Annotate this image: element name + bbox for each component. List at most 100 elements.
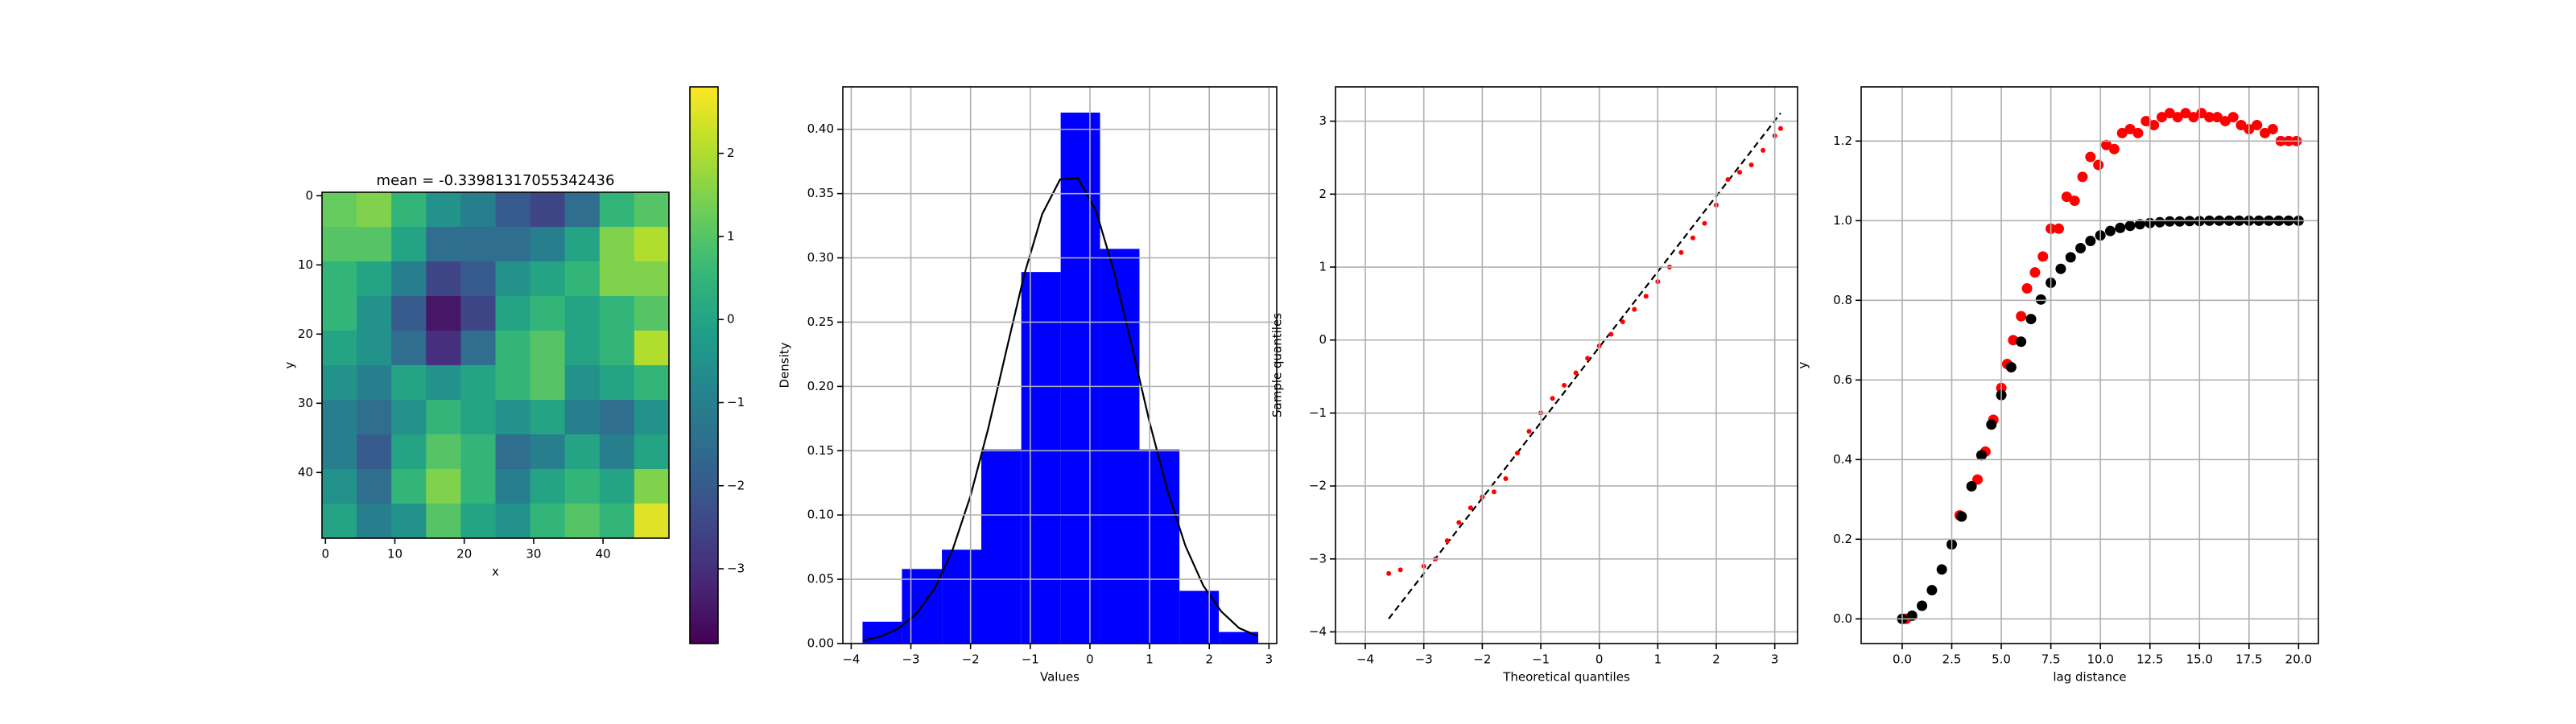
heatmap-cell (634, 504, 669, 538)
x-tick-label: −4 (1356, 652, 1374, 667)
y-tick-label: −1 (1309, 405, 1327, 420)
heatmap-cell (357, 469, 392, 504)
heatmap-cell (564, 192, 601, 228)
scatter-point (2008, 335, 2019, 346)
scatter-point (2061, 191, 2072, 203)
scatter-point (2075, 242, 2087, 253)
heatmap-cell (564, 296, 601, 331)
scatter-point (1573, 370, 1579, 376)
heatmap-cell (460, 434, 496, 470)
y-tick-label: 10 (298, 257, 313, 272)
scatter-point (2005, 361, 2017, 372)
heatmap-cell (322, 331, 357, 366)
heatmap-cell (460, 261, 496, 297)
heatmap-cell (322, 400, 357, 435)
x-tick-label: 1 (1654, 652, 1662, 667)
x-tick-label: −3 (1415, 652, 1433, 667)
y-tick-label: 0.15 (807, 443, 834, 458)
scatter-point (2016, 311, 2027, 322)
y-tick-label: −4 (1309, 624, 1327, 639)
x-tick-label: −1 (1022, 652, 1039, 667)
scatter-point (2156, 112, 2167, 123)
heatmap-cell (426, 434, 461, 470)
heatmap-cell (495, 434, 531, 470)
heatmap-cell (634, 296, 669, 331)
heatmap-cell (530, 296, 566, 331)
x-tick-label: 5.0 (1992, 652, 2011, 667)
y-tick-label: 0.05 (807, 572, 834, 586)
heatmap-cell (426, 192, 461, 228)
heatmap-cell (357, 296, 392, 331)
heatmap-cell (460, 504, 496, 538)
scatter-point (2115, 222, 2126, 233)
x-tick-label: 12.5 (2136, 652, 2163, 667)
y-tick-label: 1.0 (1833, 213, 1852, 228)
x-tick-label: 17.5 (2235, 652, 2262, 667)
heatmap-cell (564, 227, 601, 262)
scatter-point (2188, 112, 2199, 123)
x-tick-label: 0 (1086, 652, 1094, 667)
y-tick-label: −3 (1309, 551, 1327, 566)
heatmap-cell (322, 469, 357, 504)
heatmap-cell (495, 192, 531, 228)
scatter-point (1986, 419, 1997, 430)
heatmap-cell (564, 331, 601, 366)
heatmap-cell (357, 227, 392, 262)
y-tick-label: 40 (298, 465, 313, 479)
x-axis-label: Values (1040, 670, 1080, 685)
heatmap-cell (460, 227, 496, 262)
y-tick-label: 30 (298, 396, 313, 410)
scatter-point (2154, 216, 2165, 228)
heatmap-cell (391, 261, 427, 297)
scatter-point (1761, 147, 1766, 153)
scatter-point (2065, 252, 2076, 263)
heatmap-cell (460, 365, 496, 401)
heatmap-cell (357, 192, 392, 228)
scatter-point (1397, 567, 1403, 573)
scatter-point (2219, 116, 2231, 127)
x-tick-label: 2.5 (1942, 652, 1962, 667)
x-tick-label: 15.0 (2186, 652, 2213, 667)
heatmap-cell (391, 434, 427, 470)
scatter-point (2227, 112, 2239, 123)
scatter-point (2104, 225, 2116, 237)
heatmap-cell (634, 331, 669, 366)
heatmap-cell (357, 261, 392, 297)
heatmap-cell (391, 504, 427, 538)
y-tick-label: 0.30 (807, 250, 834, 265)
heatmap-cell (530, 227, 566, 262)
y-tick-label: 0.0 (1833, 611, 1852, 626)
scatter-point (1737, 170, 1743, 175)
scatter-point (2077, 171, 2088, 183)
heatmap-cell (426, 261, 461, 297)
heatmap-cell (322, 192, 357, 228)
heatmap-cell (530, 434, 566, 470)
heatmap-cell (322, 434, 357, 470)
y-tick-label: 0.35 (807, 186, 834, 200)
heatmap-cell (460, 192, 496, 228)
heatmap-cell (426, 469, 461, 504)
x-axis-label: Theoretical quantiles (1502, 670, 1630, 685)
heatmap-cell (530, 400, 566, 435)
scatter-point (1456, 520, 1462, 525)
scatter-point (2260, 127, 2271, 138)
heatmap-cell (530, 261, 566, 297)
x-tick-label: 0 (1596, 652, 1604, 667)
heatmap-cell (634, 261, 669, 297)
heatmap-cell (634, 400, 669, 435)
heatmap-cell (634, 434, 669, 470)
scatter-point (2116, 127, 2128, 138)
heatmap-cell (322, 365, 357, 401)
plot-area (1897, 108, 2304, 624)
heatmap-cell (564, 365, 601, 401)
histogram-bar (981, 449, 1022, 644)
scatter-point (2093, 159, 2104, 171)
heatmap-cell (564, 261, 601, 297)
histogram-bar (862, 621, 902, 644)
scatter-point (2140, 116, 2152, 127)
y-tick-label: 0 (305, 188, 313, 203)
colorbar-tick-label: 0 (727, 312, 735, 327)
scatter-point (2035, 294, 2046, 305)
scatter-point (2124, 220, 2136, 232)
y-tick-label: 2 (1319, 187, 1327, 201)
